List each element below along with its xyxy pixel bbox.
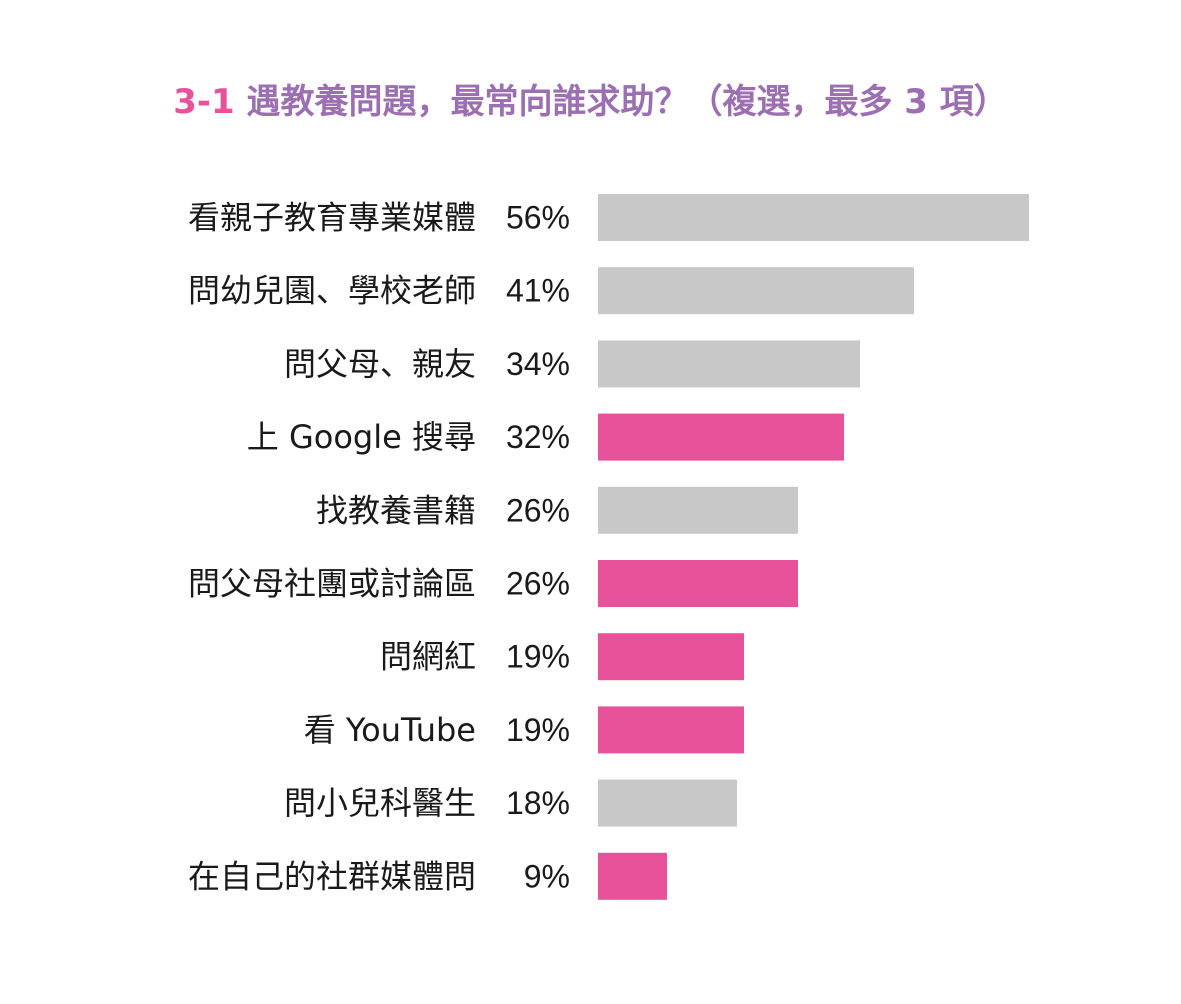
category-label: 問小兒科醫生 xyxy=(284,784,476,822)
chart-title-number: 3-1 xyxy=(173,82,235,122)
bar xyxy=(598,779,737,827)
chart-title-text: 遇教養問題，最常向誰求助？（複選，最多 3 項） xyxy=(246,82,1008,122)
bar xyxy=(598,340,860,388)
bar xyxy=(598,852,667,900)
bar xyxy=(598,560,798,607)
value-label: 26% xyxy=(506,566,570,602)
category-label: 問幼兒園、學校老師 xyxy=(188,272,476,310)
category-label: 看 YouTube xyxy=(304,711,476,749)
category-label: 找教養書籍 xyxy=(316,491,476,529)
bar xyxy=(598,633,744,681)
value-label: 41% xyxy=(506,273,570,309)
category-label: 在自己的社群媒體問 xyxy=(188,857,476,895)
value-label: 19% xyxy=(506,639,570,675)
bar xyxy=(598,706,744,754)
bar xyxy=(598,486,798,534)
category-label: 問網紅 xyxy=(380,638,476,676)
value-label: 32% xyxy=(506,419,570,455)
value-label: 9% xyxy=(524,858,570,894)
chart-title: 3-1 遇教養問題，最常向誰求助？（複選，最多 3 項） xyxy=(0,74,1181,123)
bar xyxy=(598,194,1029,241)
value-label: 26% xyxy=(506,492,570,528)
bar xyxy=(598,267,914,315)
value-label: 19% xyxy=(506,712,570,748)
value-label: 18% xyxy=(506,785,570,821)
category-label: 問父母社團或討論區 xyxy=(188,565,476,603)
bar xyxy=(598,413,844,461)
category-label: 問父母、親友 xyxy=(284,345,476,383)
category-label: 上 Google 搜尋 xyxy=(247,418,476,456)
category-label: 看親子教育專業媒體 xyxy=(188,199,476,237)
value-label: 56% xyxy=(506,200,570,236)
value-label: 34% xyxy=(506,346,570,382)
